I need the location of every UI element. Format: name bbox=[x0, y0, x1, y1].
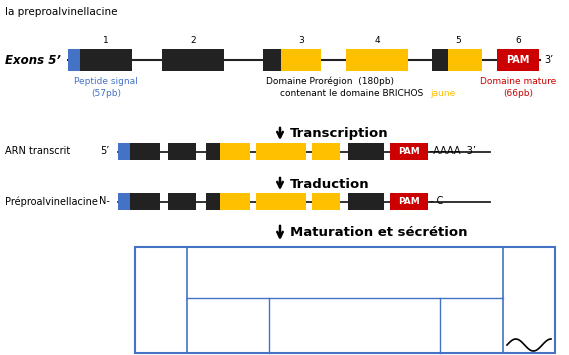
Text: jaune: jaune bbox=[430, 89, 455, 98]
Bar bbox=[256, 193, 306, 210]
Text: Signal
Peptide: Signal Peptide bbox=[142, 266, 180, 286]
Text: (57pb): (57pb) bbox=[91, 89, 121, 98]
Bar bbox=[281, 49, 321, 71]
Text: -AAAA  3’: -AAAA 3’ bbox=[430, 147, 476, 157]
Bar bbox=[256, 143, 306, 160]
Text: 3’: 3’ bbox=[544, 55, 553, 65]
Text: Préproalvinellacine: Préproalvinellacine bbox=[5, 196, 98, 207]
Bar bbox=[346, 49, 408, 71]
Bar bbox=[135, 247, 555, 353]
Bar bbox=[206, 193, 220, 210]
Bar bbox=[348, 143, 384, 160]
Bar bbox=[168, 193, 196, 210]
Text: ARN transcrit: ARN transcrit bbox=[5, 147, 70, 157]
Text: Proregion (167aa): Proregion (167aa) bbox=[298, 267, 392, 278]
Text: 3: 3 bbox=[298, 36, 304, 45]
Bar bbox=[497, 49, 539, 71]
Text: 2: 2 bbox=[190, 36, 196, 45]
Bar bbox=[206, 143, 220, 160]
Bar bbox=[130, 143, 160, 160]
Text: BRICHOS: BRICHOS bbox=[317, 321, 372, 331]
Text: 5’: 5’ bbox=[101, 147, 110, 157]
Text: PAM: PAM bbox=[398, 197, 420, 206]
Bar bbox=[390, 193, 428, 210]
Bar bbox=[130, 193, 160, 210]
Text: 6: 6 bbox=[515, 36, 521, 45]
Text: PR: PR bbox=[464, 316, 479, 327]
Text: Exons 5’: Exons 5’ bbox=[5, 54, 61, 66]
Text: Domaine mature: Domaine mature bbox=[480, 77, 556, 86]
Text: Transcription: Transcription bbox=[290, 127, 389, 141]
Text: Peptide signal: Peptide signal bbox=[74, 77, 138, 86]
Bar bbox=[118, 193, 130, 210]
Bar bbox=[390, 143, 428, 160]
Bar bbox=[220, 143, 250, 160]
Text: (66pb): (66pb) bbox=[503, 89, 533, 98]
Bar bbox=[162, 49, 224, 71]
Text: 4: 4 bbox=[374, 36, 380, 45]
Bar bbox=[312, 193, 340, 210]
Text: 1: 1 bbox=[103, 36, 109, 45]
Text: PAM: PAM bbox=[506, 55, 530, 65]
Bar bbox=[432, 49, 448, 71]
Text: - C: - C bbox=[430, 197, 443, 207]
Text: AMP: AMP bbox=[516, 261, 542, 271]
Bar bbox=[118, 143, 130, 160]
Text: N-: N- bbox=[99, 197, 110, 207]
Text: Linker: Linker bbox=[213, 321, 243, 331]
Text: Traduction: Traduction bbox=[290, 178, 370, 191]
Bar bbox=[448, 49, 482, 71]
Bar bbox=[220, 193, 250, 210]
Bar bbox=[80, 49, 132, 71]
Text: Maturation et sécrétion: Maturation et sécrétion bbox=[290, 226, 468, 240]
Bar bbox=[168, 143, 196, 160]
Text: (11aa): (11aa) bbox=[460, 329, 483, 336]
Bar bbox=[312, 143, 340, 160]
Text: (60aa): (60aa) bbox=[251, 322, 279, 331]
Text: (Hydrophobic
domain)
19aa: (Hydrophobic domain) 19aa bbox=[138, 312, 184, 334]
Bar bbox=[68, 49, 80, 71]
Text: PAM: PAM bbox=[398, 147, 420, 156]
Text: la preproalvinellacine: la preproalvinellacine bbox=[5, 7, 118, 17]
Text: Domaine Prorégion  (180pb): Domaine Prorégion (180pb) bbox=[266, 77, 394, 87]
Text: contenant le domaine BRICHOS: contenant le domaine BRICHOS bbox=[280, 89, 426, 98]
Text: (84aa): (84aa) bbox=[370, 321, 395, 330]
Bar bbox=[348, 193, 384, 210]
Bar bbox=[263, 49, 281, 71]
Text: 5: 5 bbox=[455, 36, 461, 45]
Text: (β hairpin)
22aa: (β hairpin) 22aa bbox=[511, 276, 547, 290]
